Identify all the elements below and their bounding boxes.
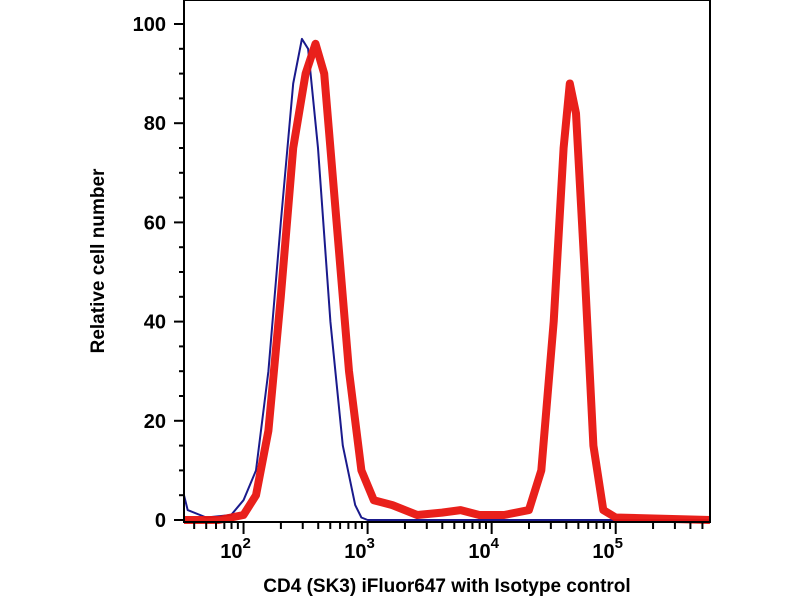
x-tick-base: 10 <box>220 541 242 563</box>
x-tick-exponent: 2 <box>243 535 251 552</box>
x-tick-label: 104 <box>468 535 499 563</box>
y-tick-label: 100 <box>133 14 166 36</box>
x-tick-exponent: 3 <box>367 535 375 552</box>
y-tick-label: 80 <box>144 113 166 135</box>
x-tick-label: 103 <box>344 535 375 563</box>
x-tick-label: 105 <box>592 535 623 563</box>
x-axis-title: CD4 (SK3) iFluor647 with Isotype control <box>263 576 630 597</box>
y-tick-label: 20 <box>144 411 166 433</box>
plot-frame <box>183 0 711 523</box>
x-tick-base: 10 <box>468 541 490 563</box>
x-tick-exponent: 4 <box>491 535 500 552</box>
y-axis-title: Relative cell number <box>88 168 109 353</box>
y-tick-label: 40 <box>144 312 166 334</box>
y-tick-label: 60 <box>144 212 166 234</box>
cd4-series-line <box>184 39 711 524</box>
y-tick-label: 0 <box>155 510 166 532</box>
x-tick-base: 10 <box>344 541 366 563</box>
x-tick-exponent: 5 <box>615 535 623 552</box>
x-tick-base: 10 <box>592 541 614 563</box>
x-tick-label: 102 <box>220 535 251 563</box>
